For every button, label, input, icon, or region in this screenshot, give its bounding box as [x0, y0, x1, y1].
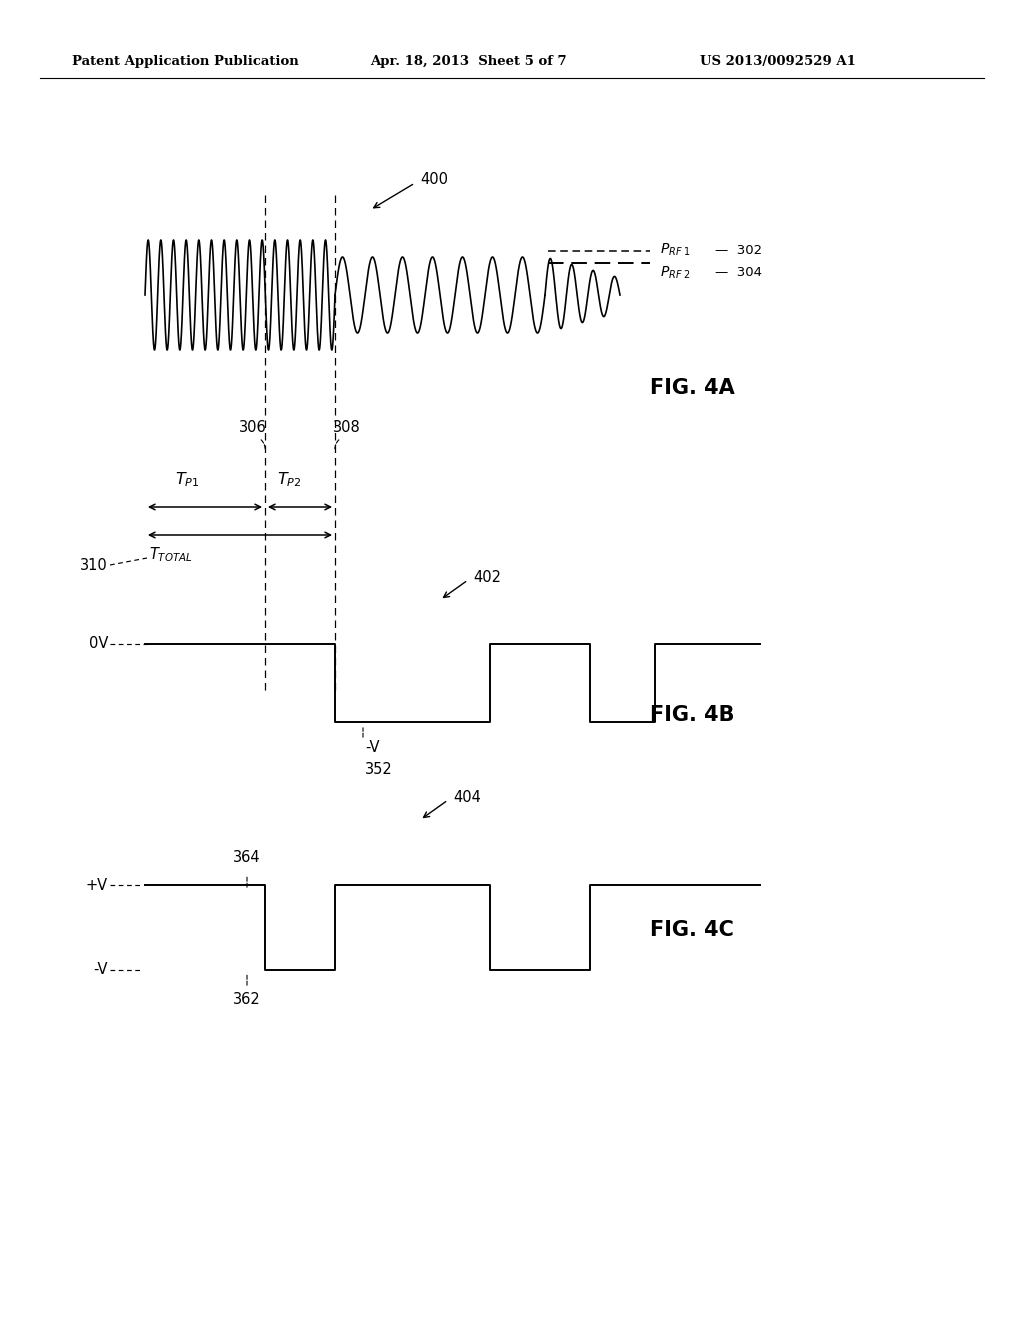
- Text: Patent Application Publication: Patent Application Publication: [72, 55, 299, 69]
- Text: 362: 362: [233, 993, 261, 1007]
- Text: FIG. 4B: FIG. 4B: [650, 705, 734, 725]
- Text: $P_{RF\ 1}$: $P_{RF\ 1}$: [660, 242, 691, 259]
- Text: $P_{RF\ 2}$: $P_{RF\ 2}$: [660, 265, 691, 281]
- Text: 0V: 0V: [89, 636, 108, 652]
- Text: FIG. 4A: FIG. 4A: [650, 378, 735, 399]
- Text: +V: +V: [86, 878, 108, 892]
- Text: —  304: — 304: [715, 267, 762, 280]
- Text: 400: 400: [420, 173, 449, 187]
- Text: —  302: — 302: [715, 243, 762, 256]
- Text: 402: 402: [473, 569, 501, 585]
- Text: 364: 364: [233, 850, 261, 865]
- Text: Apr. 18, 2013  Sheet 5 of 7: Apr. 18, 2013 Sheet 5 of 7: [370, 55, 566, 69]
- Text: -V: -V: [365, 739, 380, 755]
- Text: 306: 306: [240, 421, 267, 436]
- Text: 352: 352: [365, 763, 393, 777]
- Text: $T_{P1}$: $T_{P1}$: [175, 471, 200, 490]
- Text: $T_{TOTAL}$: $T_{TOTAL}$: [150, 545, 193, 565]
- Text: 404: 404: [453, 789, 481, 804]
- Text: 310: 310: [80, 557, 108, 573]
- Text: 308: 308: [333, 421, 360, 436]
- Text: US 2013/0092529 A1: US 2013/0092529 A1: [700, 55, 856, 69]
- Text: $T_{P2}$: $T_{P2}$: [278, 471, 301, 490]
- Text: -V: -V: [93, 962, 108, 978]
- Text: FIG. 4C: FIG. 4C: [650, 920, 734, 940]
